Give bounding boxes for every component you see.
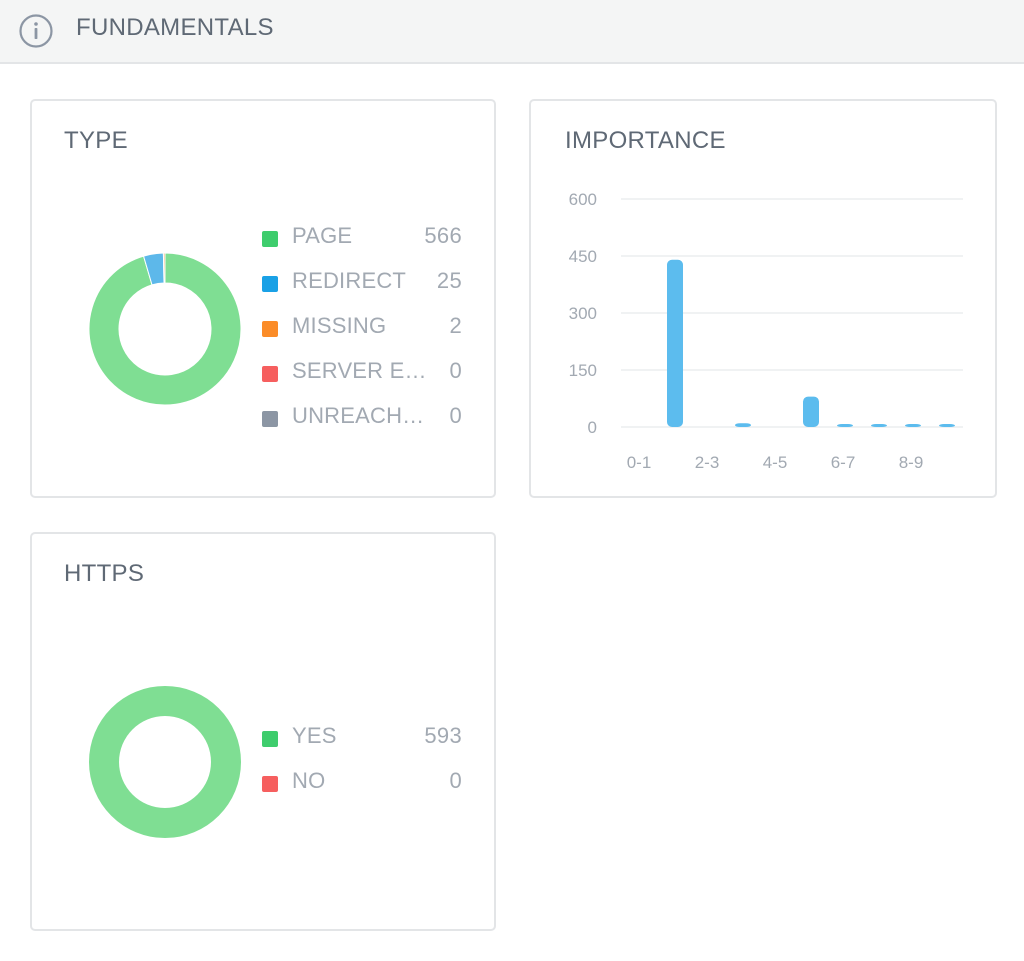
type-legend: PAGE 566 REDIRECT 25 MISSING 2 SERVER E……: [262, 223, 462, 448]
bar-5-6[interactable]: [837, 424, 853, 427]
legend-item-server-error[interactable]: SERVER E… 0: [262, 358, 462, 403]
https-slice-yes[interactable]: [88, 685, 241, 839]
legend-item-redirect[interactable]: REDIRECT 25: [262, 268, 462, 313]
bar-6-7[interactable]: [871, 424, 887, 427]
legend-item-no[interactable]: NO 0: [262, 768, 462, 813]
bar-7-8[interactable]: [905, 424, 921, 427]
importance-bar-chart: 600 450 300 150 0 0-1 2-3 4-5 6-7 8-9: [569, 190, 963, 472]
legend-count: 25: [436, 268, 462, 293]
y-tick-label: 150: [569, 361, 597, 380]
type-slice-page[interactable]: [88, 252, 242, 406]
legend-label: NO: [292, 768, 326, 793]
legend-label: REDIRECT: [292, 268, 407, 293]
y-tick-label: 0: [588, 418, 597, 437]
x-tick-label: 2-3: [695, 453, 720, 472]
section-title: FUNDAMENTALS: [76, 14, 274, 41]
x-tick-label: 4-5: [763, 453, 788, 472]
https-card: HTTPS YES 593 NO 0: [30, 532, 496, 931]
legend-swatch: [262, 776, 278, 792]
legend-label: PAGE: [292, 223, 353, 248]
legend-count: 593: [424, 723, 462, 748]
legend-label: YES: [292, 723, 337, 748]
legend-count: 566: [424, 223, 462, 248]
bar-0-1[interactable]: [667, 259, 683, 427]
legend-item-yes[interactable]: YES 593: [262, 723, 462, 768]
x-tick-label: 8-9: [899, 453, 924, 472]
type-slice-missing[interactable]: [162, 252, 166, 284]
legend-count: 0: [449, 768, 462, 793]
x-tick-label: 6-7: [831, 453, 856, 472]
legend-count: 0: [449, 358, 462, 383]
https-card-title: HTTPS: [64, 560, 145, 587]
legend-item-missing[interactable]: MISSING 2: [262, 313, 462, 358]
legend-swatch: [262, 231, 278, 247]
legend-swatch: [262, 366, 278, 382]
bar-8-9[interactable]: [939, 424, 955, 427]
legend-item-page[interactable]: PAGE 566: [262, 223, 462, 268]
legend-label: MISSING: [292, 313, 387, 338]
legend-swatch: [262, 276, 278, 292]
fundamentals-header: FUNDAMENTALS: [0, 0, 1024, 64]
legend-swatch: [262, 731, 278, 747]
y-tick-label: 600: [569, 190, 597, 209]
y-tick-label: 300: [569, 304, 597, 323]
legend-count: 0: [449, 403, 462, 428]
x-tick-label: 0-1: [627, 453, 652, 472]
legend-count: 2: [449, 313, 462, 338]
legend-swatch: [262, 411, 278, 427]
legend-label: UNREACH…: [292, 403, 424, 428]
bar-2-3[interactable]: [735, 423, 751, 427]
legend-swatch: [262, 321, 278, 337]
type-card: TYPE PAGE 566 REDIRECT 25 MISSING 2 SERV…: [30, 99, 496, 498]
legend-label: SERVER E…: [292, 358, 424, 383]
bar-4-5[interactable]: [803, 396, 819, 427]
https-legend: YES 593 NO 0: [262, 723, 462, 813]
importance-card-title: IMPORTANCE: [565, 127, 726, 154]
importance-card: IMPORTANCE 600 450 300 150 0 0-1 2-3 4-5 6-7 8-9: [529, 99, 997, 498]
type-card-title: TYPE: [64, 127, 128, 154]
legend-item-unreachable[interactable]: UNREACH… 0: [262, 403, 462, 448]
https-donut-chart[interactable]: [87, 684, 243, 840]
type-donut-chart[interactable]: [87, 251, 243, 407]
y-tick-label: 450: [569, 247, 597, 266]
info-icon[interactable]: [18, 13, 54, 49]
